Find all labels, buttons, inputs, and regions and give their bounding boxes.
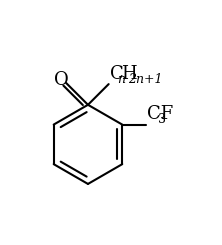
Text: CF: CF: [147, 105, 173, 123]
Text: H: H: [121, 65, 136, 83]
Text: C: C: [109, 65, 123, 83]
Text: 3: 3: [158, 113, 166, 126]
Text: O: O: [54, 71, 68, 89]
Text: 2n+1: 2n+1: [128, 73, 163, 86]
Text: n: n: [117, 73, 125, 86]
